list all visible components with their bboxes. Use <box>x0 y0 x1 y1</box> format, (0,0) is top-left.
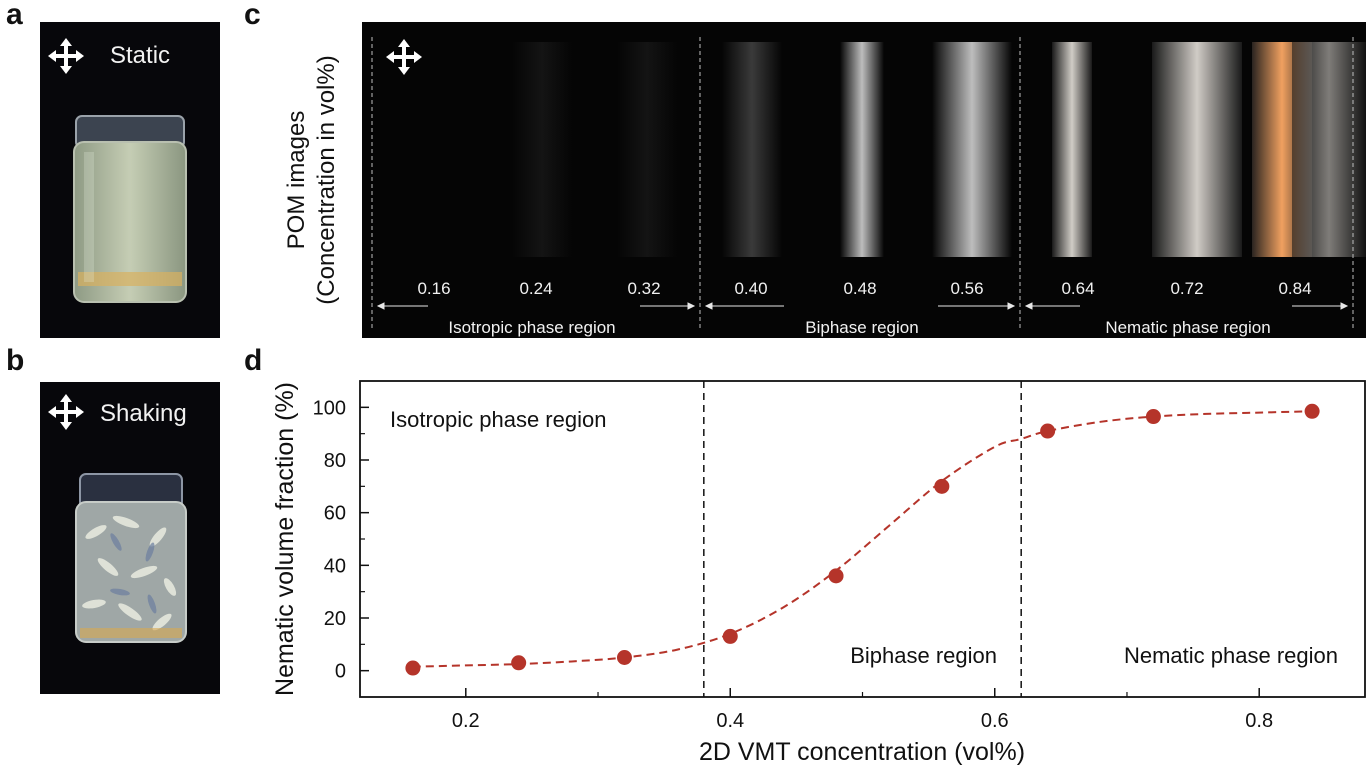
y-tick-label: 60 <box>324 503 346 525</box>
x-axis-label: 2D VMT concentration (vol%) <box>699 738 1025 766</box>
pom-concentration-label: 0.56 <box>950 279 984 298</box>
pom-image-strip: 0.16 0.24 0.32 0.40 0.48 0.56 0.64 0.72 … <box>362 22 1366 338</box>
pom-region-biphase: Biphase region <box>805 318 919 337</box>
data-point <box>934 478 950 494</box>
crossed-polarizer-icon-a <box>48 38 84 74</box>
pom-concentration-label: 0.48 <box>843 279 877 298</box>
pom-region-nematic: Nematic phase region <box>1105 318 1271 337</box>
panel-letter-b: b <box>6 344 25 377</box>
pom-concentration-label: 0.64 <box>1061 279 1095 298</box>
vial-static-illustration <box>73 115 187 303</box>
pom-concentration-label: 0.24 <box>519 279 553 298</box>
data-point <box>616 650 632 665</box>
y-tick-label: 80 <box>324 450 346 472</box>
y-tick-label: 100 <box>313 397 346 419</box>
pom-concentration-label: 0.40 <box>734 279 768 298</box>
x-tick-label: 0.4 <box>716 710 744 732</box>
y-tick-label: 20 <box>324 608 346 630</box>
pom-concentration-label: 0.84 <box>1278 279 1312 298</box>
x-tick-label: 0.2 <box>452 710 480 732</box>
vial-photo-shaking: Shaking <box>40 382 220 694</box>
data-point <box>828 568 844 584</box>
vial-shaking-illustration <box>75 473 187 643</box>
y-tick-label: 40 <box>324 555 346 577</box>
vial-photo-static: Static <box>40 22 220 338</box>
vial-label-static: Static <box>110 42 171 69</box>
data-point <box>1304 403 1320 419</box>
y-axis-label: Nematic volume fraction (%) <box>271 382 299 696</box>
pom-concentration-label: 0.32 <box>627 279 661 298</box>
panel-letter-a: a <box>6 0 23 31</box>
y-tick-label: 0 <box>335 661 346 683</box>
data-point <box>722 628 738 644</box>
pom-concentration-label: 0.16 <box>417 279 451 298</box>
pom-region-isotropic: Isotropic phase region <box>448 318 616 337</box>
data-point <box>511 655 527 671</box>
crossed-polarizer-icon-b <box>48 394 84 430</box>
x-tick-label: 0.8 <box>1245 710 1273 732</box>
data-point <box>1145 409 1161 425</box>
crossed-polarizer-icon-c <box>386 39 422 75</box>
x-tick-label: 0.6 <box>981 710 1009 732</box>
annotation-biphase: Biphase region <box>850 643 997 668</box>
panel-letter-d: d <box>244 344 263 377</box>
annotation-isotropic: Isotropic phase region <box>390 407 606 432</box>
data-point <box>405 660 421 676</box>
data-point <box>1040 423 1056 439</box>
annotation-nematic: Nematic phase region <box>1124 643 1338 668</box>
pom-concentration-label: 0.72 <box>1170 279 1204 298</box>
vial-label-shaking: Shaking <box>100 400 187 427</box>
panel-letter-c: c <box>244 0 261 31</box>
fit-curve <box>412 410 1313 668</box>
pom-illustration <box>362 37 1366 338</box>
